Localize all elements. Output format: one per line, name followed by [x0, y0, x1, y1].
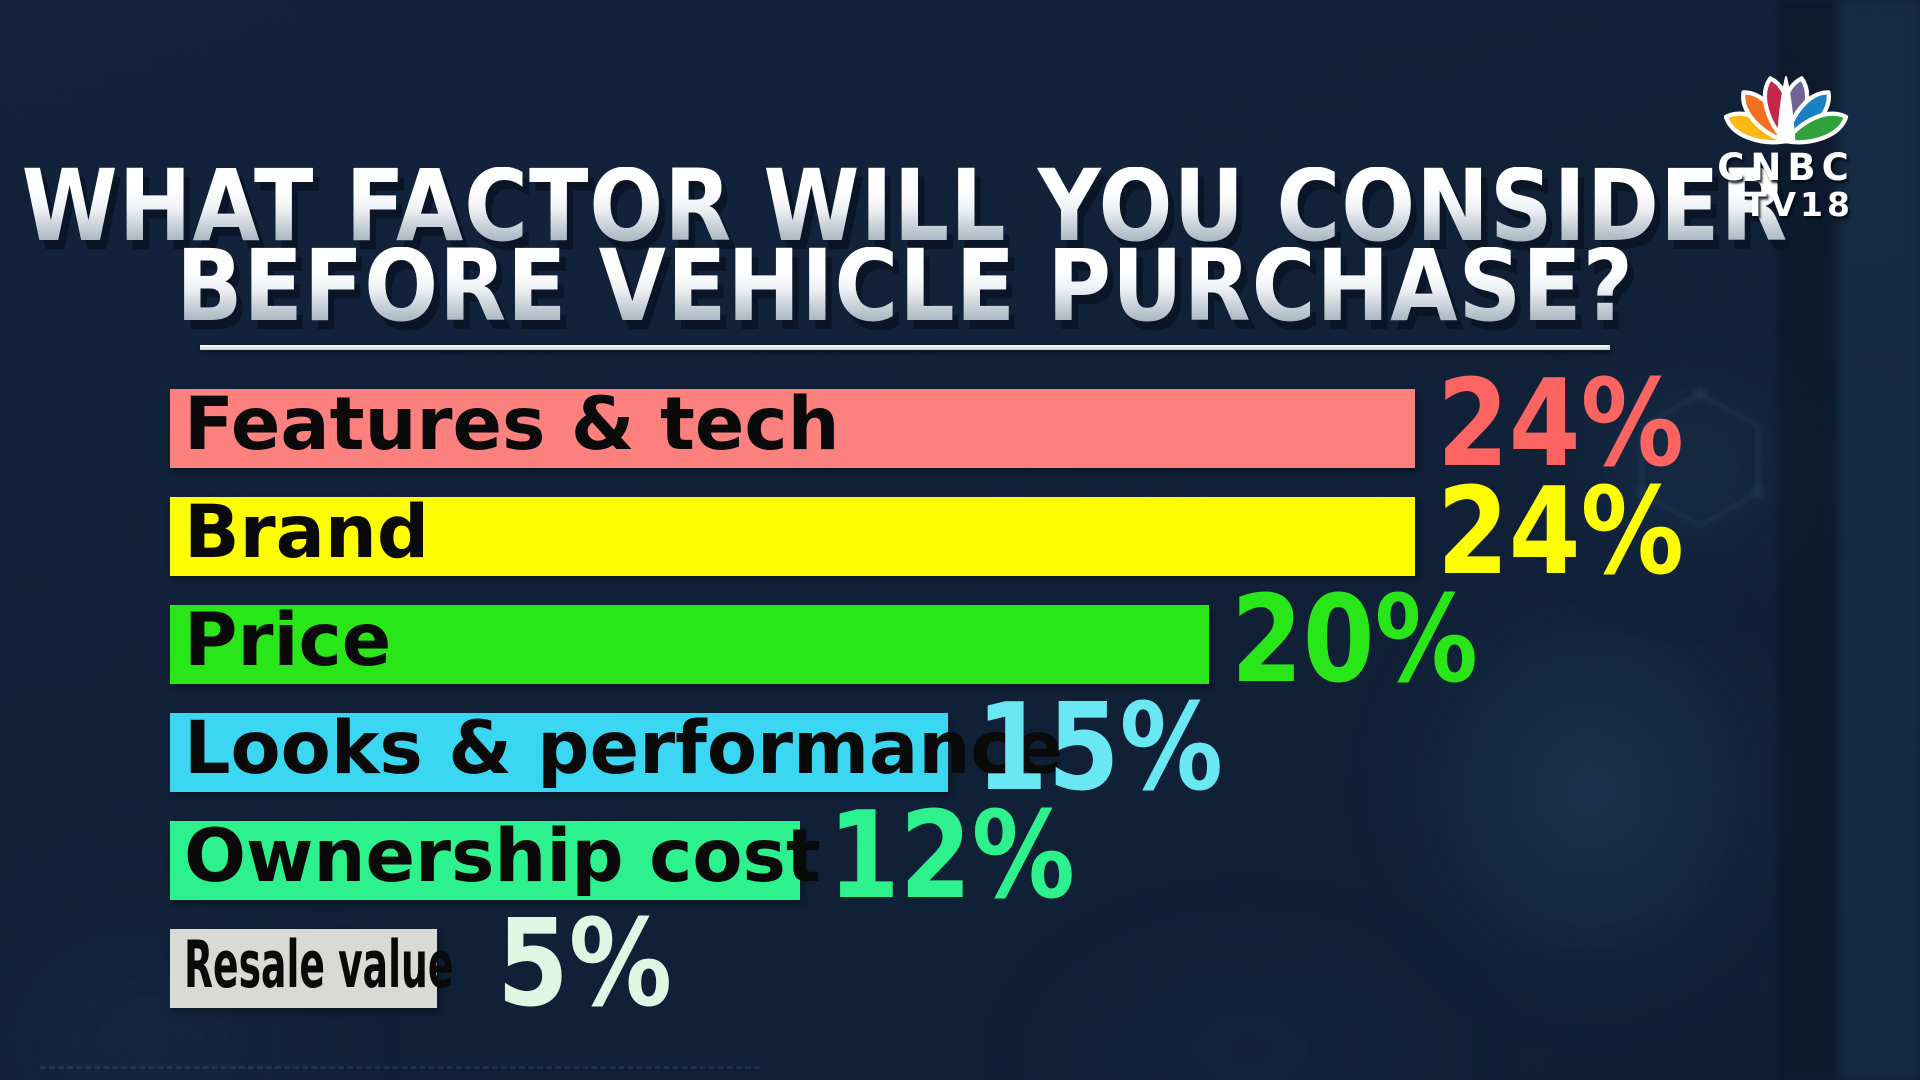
bar	[170, 605, 1209, 684]
logo-text-tv18: TV18	[1744, 185, 1854, 224]
bar-percent: 5%	[497, 894, 673, 1034]
peacock-feather	[1783, 111, 1849, 145]
title-text: WHAT FACTOR WILL YOU CONSIDER	[21, 149, 1789, 264]
bar-percent: 20%	[1231, 570, 1479, 710]
bar-label: Ownership cost	[184, 814, 821, 899]
cnbc-tv18-logo: CNBC TV18	[1696, 56, 1876, 224]
bar-percent: 24%	[1437, 462, 1685, 602]
logo-text-cnbc: CNBC	[1717, 146, 1855, 189]
bar-percent: 24%	[1437, 354, 1685, 494]
title-shadow: WHAT FACTOR WILL YOU CONSIDER	[28, 166, 1795, 265]
chart-title: WHAT FACTOR WILL YOU CONSIDER WHAT FACTO…	[0, 157, 1810, 345]
title-text: BEFORE VEHICLE PURCHASE?	[176, 229, 1634, 344]
title-underline	[200, 345, 1610, 350]
bar-chart: Features & tech 24% Brand 24% Price 20% …	[170, 364, 1910, 1037]
bar-row: Price 20%	[170, 580, 1910, 700]
bar-label: Looks & performance	[184, 706, 1064, 791]
background-band	[1778, 0, 1838, 1080]
bar-label: Brand	[184, 490, 430, 575]
bar-row: Brand 24%	[170, 472, 1910, 592]
peacock-icon	[1723, 76, 1849, 145]
title-shadow: BEFORE VEHICLE PURCHASE?	[182, 246, 1640, 345]
bar	[170, 389, 1415, 468]
bar-percent: 15%	[976, 678, 1224, 818]
background-dashes	[40, 1066, 760, 1069]
background-band	[1838, 0, 1920, 1080]
bar-label: Price	[184, 598, 392, 683]
bar	[170, 497, 1415, 576]
bar	[170, 929, 437, 1008]
hexagon-watermark-icon	[1636, 388, 1764, 528]
bar-label: Resale value	[184, 928, 454, 1003]
chart-title-line2: BEFORE VEHICLE PURCHASE? BEFORE VEHICLE …	[109, 229, 1702, 345]
bar-percent: 12%	[828, 786, 1076, 926]
peacock-body	[1776, 76, 1796, 143]
bar-row: Features & tech 24%	[170, 364, 1910, 484]
bar-label: Features & tech	[184, 382, 840, 467]
bar	[170, 713, 948, 792]
bar-row: Looks & performance 15%	[170, 688, 1910, 808]
chart-title-line1: WHAT FACTOR WILL YOU CONSIDER WHAT FACTO…	[22, 157, 1794, 265]
bar-row: Ownership cost 12%	[170, 796, 1910, 916]
bar	[170, 821, 800, 900]
bar-row: Resale value 5%	[170, 904, 1910, 1024]
